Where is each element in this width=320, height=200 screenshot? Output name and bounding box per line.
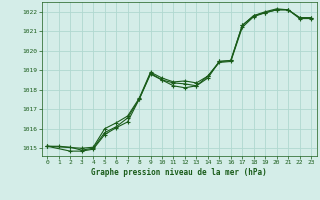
X-axis label: Graphe pression niveau de la mer (hPa): Graphe pression niveau de la mer (hPa)	[91, 168, 267, 177]
